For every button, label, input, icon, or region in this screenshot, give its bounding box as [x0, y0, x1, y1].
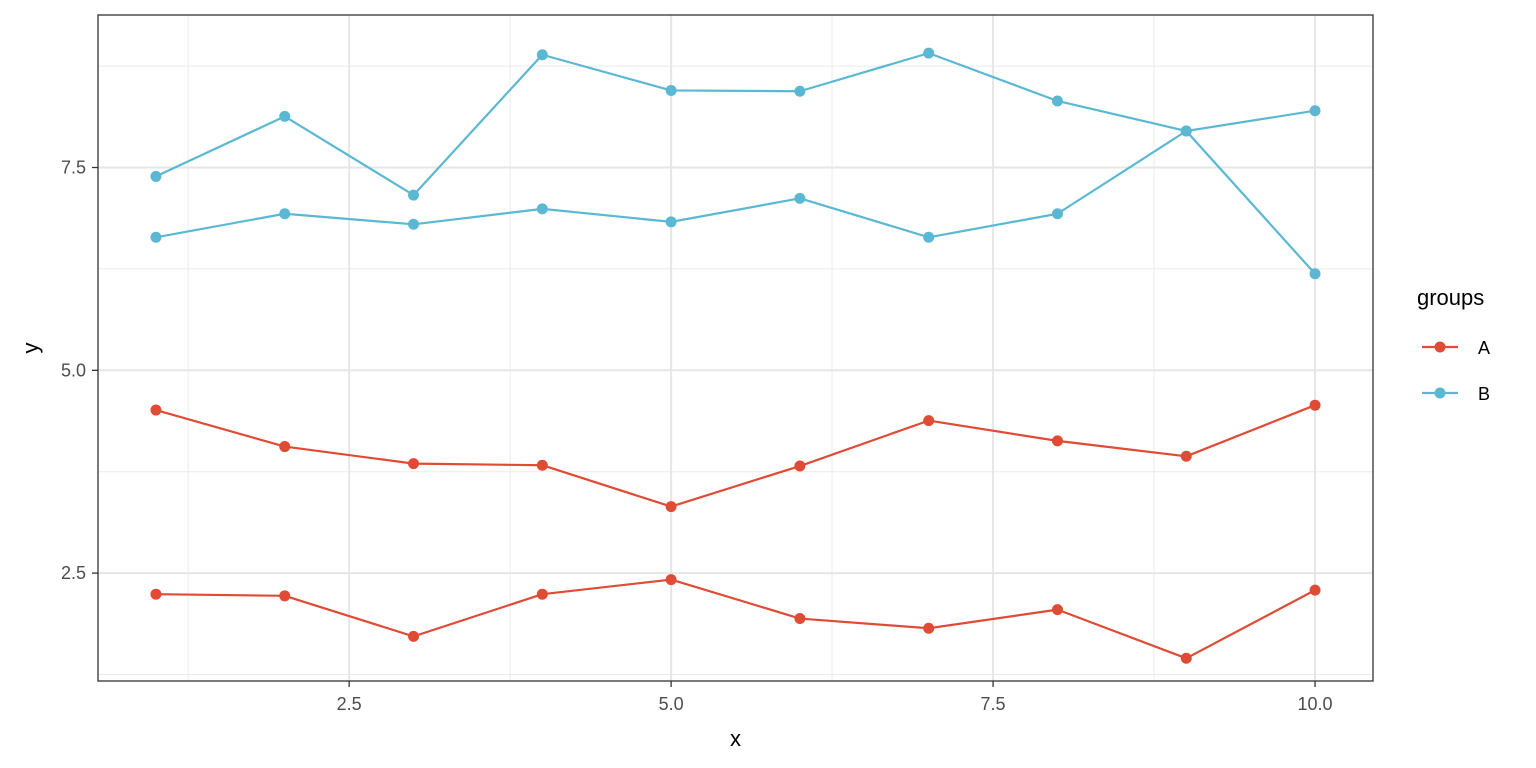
data-point	[1180, 652, 1192, 664]
plot-border	[97, 14, 1374, 682]
data-point	[1180, 450, 1192, 462]
x-axis-title: x	[730, 726, 741, 751]
data-point	[279, 208, 291, 220]
minor-gridlines	[98, 15, 1373, 681]
data-point	[536, 459, 548, 471]
legend-item-B: B	[1422, 384, 1490, 404]
data-point	[665, 574, 677, 586]
legend-title: groups	[1417, 285, 1484, 310]
legend-label: B	[1478, 384, 1490, 404]
y-axis: 2.5 5.0 7.5	[61, 158, 98, 583]
series-B-4	[150, 125, 1321, 280]
y-axis-title: y	[18, 343, 43, 354]
data-point	[408, 218, 420, 230]
data-point	[408, 189, 420, 201]
data-point	[1051, 95, 1063, 107]
data-point	[665, 501, 677, 513]
data-point	[408, 630, 420, 642]
legend-label: A	[1478, 338, 1490, 358]
data-point	[794, 460, 806, 472]
y-tick-label: 5.0	[61, 360, 86, 380]
data-point	[1309, 268, 1321, 280]
series-line	[155, 404, 1316, 508]
series-A-2	[150, 574, 1321, 664]
data-point	[1180, 125, 1192, 137]
x-axis: 2.5 5.0 7.5 10.0	[337, 681, 1333, 714]
series-layer	[150, 47, 1321, 664]
y-tick-label: 7.5	[61, 158, 86, 178]
data-point	[408, 458, 420, 470]
legend-item-A: A	[1422, 338, 1490, 358]
data-point	[1309, 399, 1321, 411]
major-gridlines	[98, 15, 1373, 681]
legend: groups A B	[1417, 285, 1490, 404]
data-point	[665, 216, 677, 228]
data-point	[1051, 435, 1063, 447]
data-point	[923, 622, 935, 634]
data-point	[150, 170, 162, 182]
data-point	[279, 441, 291, 453]
y-tick-label: 2.5	[61, 563, 86, 583]
x-tick-label: 7.5	[981, 694, 1006, 714]
data-point	[1309, 584, 1321, 596]
x-tick-label: 10.0	[1298, 694, 1333, 714]
data-point	[279, 110, 291, 122]
legend-key-point	[1434, 341, 1446, 353]
series-A-1	[150, 399, 1321, 513]
data-point	[794, 85, 806, 97]
data-point	[1309, 105, 1321, 117]
data-point	[150, 231, 162, 243]
data-point	[665, 84, 677, 96]
data-point	[150, 404, 162, 416]
data-point	[794, 192, 806, 204]
x-tick-label: 2.5	[337, 694, 362, 714]
data-point	[536, 588, 548, 600]
data-point	[923, 231, 935, 243]
data-point	[923, 47, 935, 59]
series-line	[155, 52, 1316, 197]
data-point	[279, 590, 291, 602]
data-point	[794, 613, 806, 625]
series-line	[155, 578, 1316, 660]
data-point	[150, 588, 162, 600]
data-point	[536, 49, 548, 61]
x-tick-label: 5.0	[659, 694, 684, 714]
data-point	[1051, 604, 1063, 616]
data-point	[923, 415, 935, 427]
legend-key-point	[1434, 387, 1446, 399]
data-point	[536, 203, 548, 215]
series-line	[155, 129, 1316, 275]
panel-border	[97, 14, 1374, 682]
data-point	[1051, 208, 1063, 220]
